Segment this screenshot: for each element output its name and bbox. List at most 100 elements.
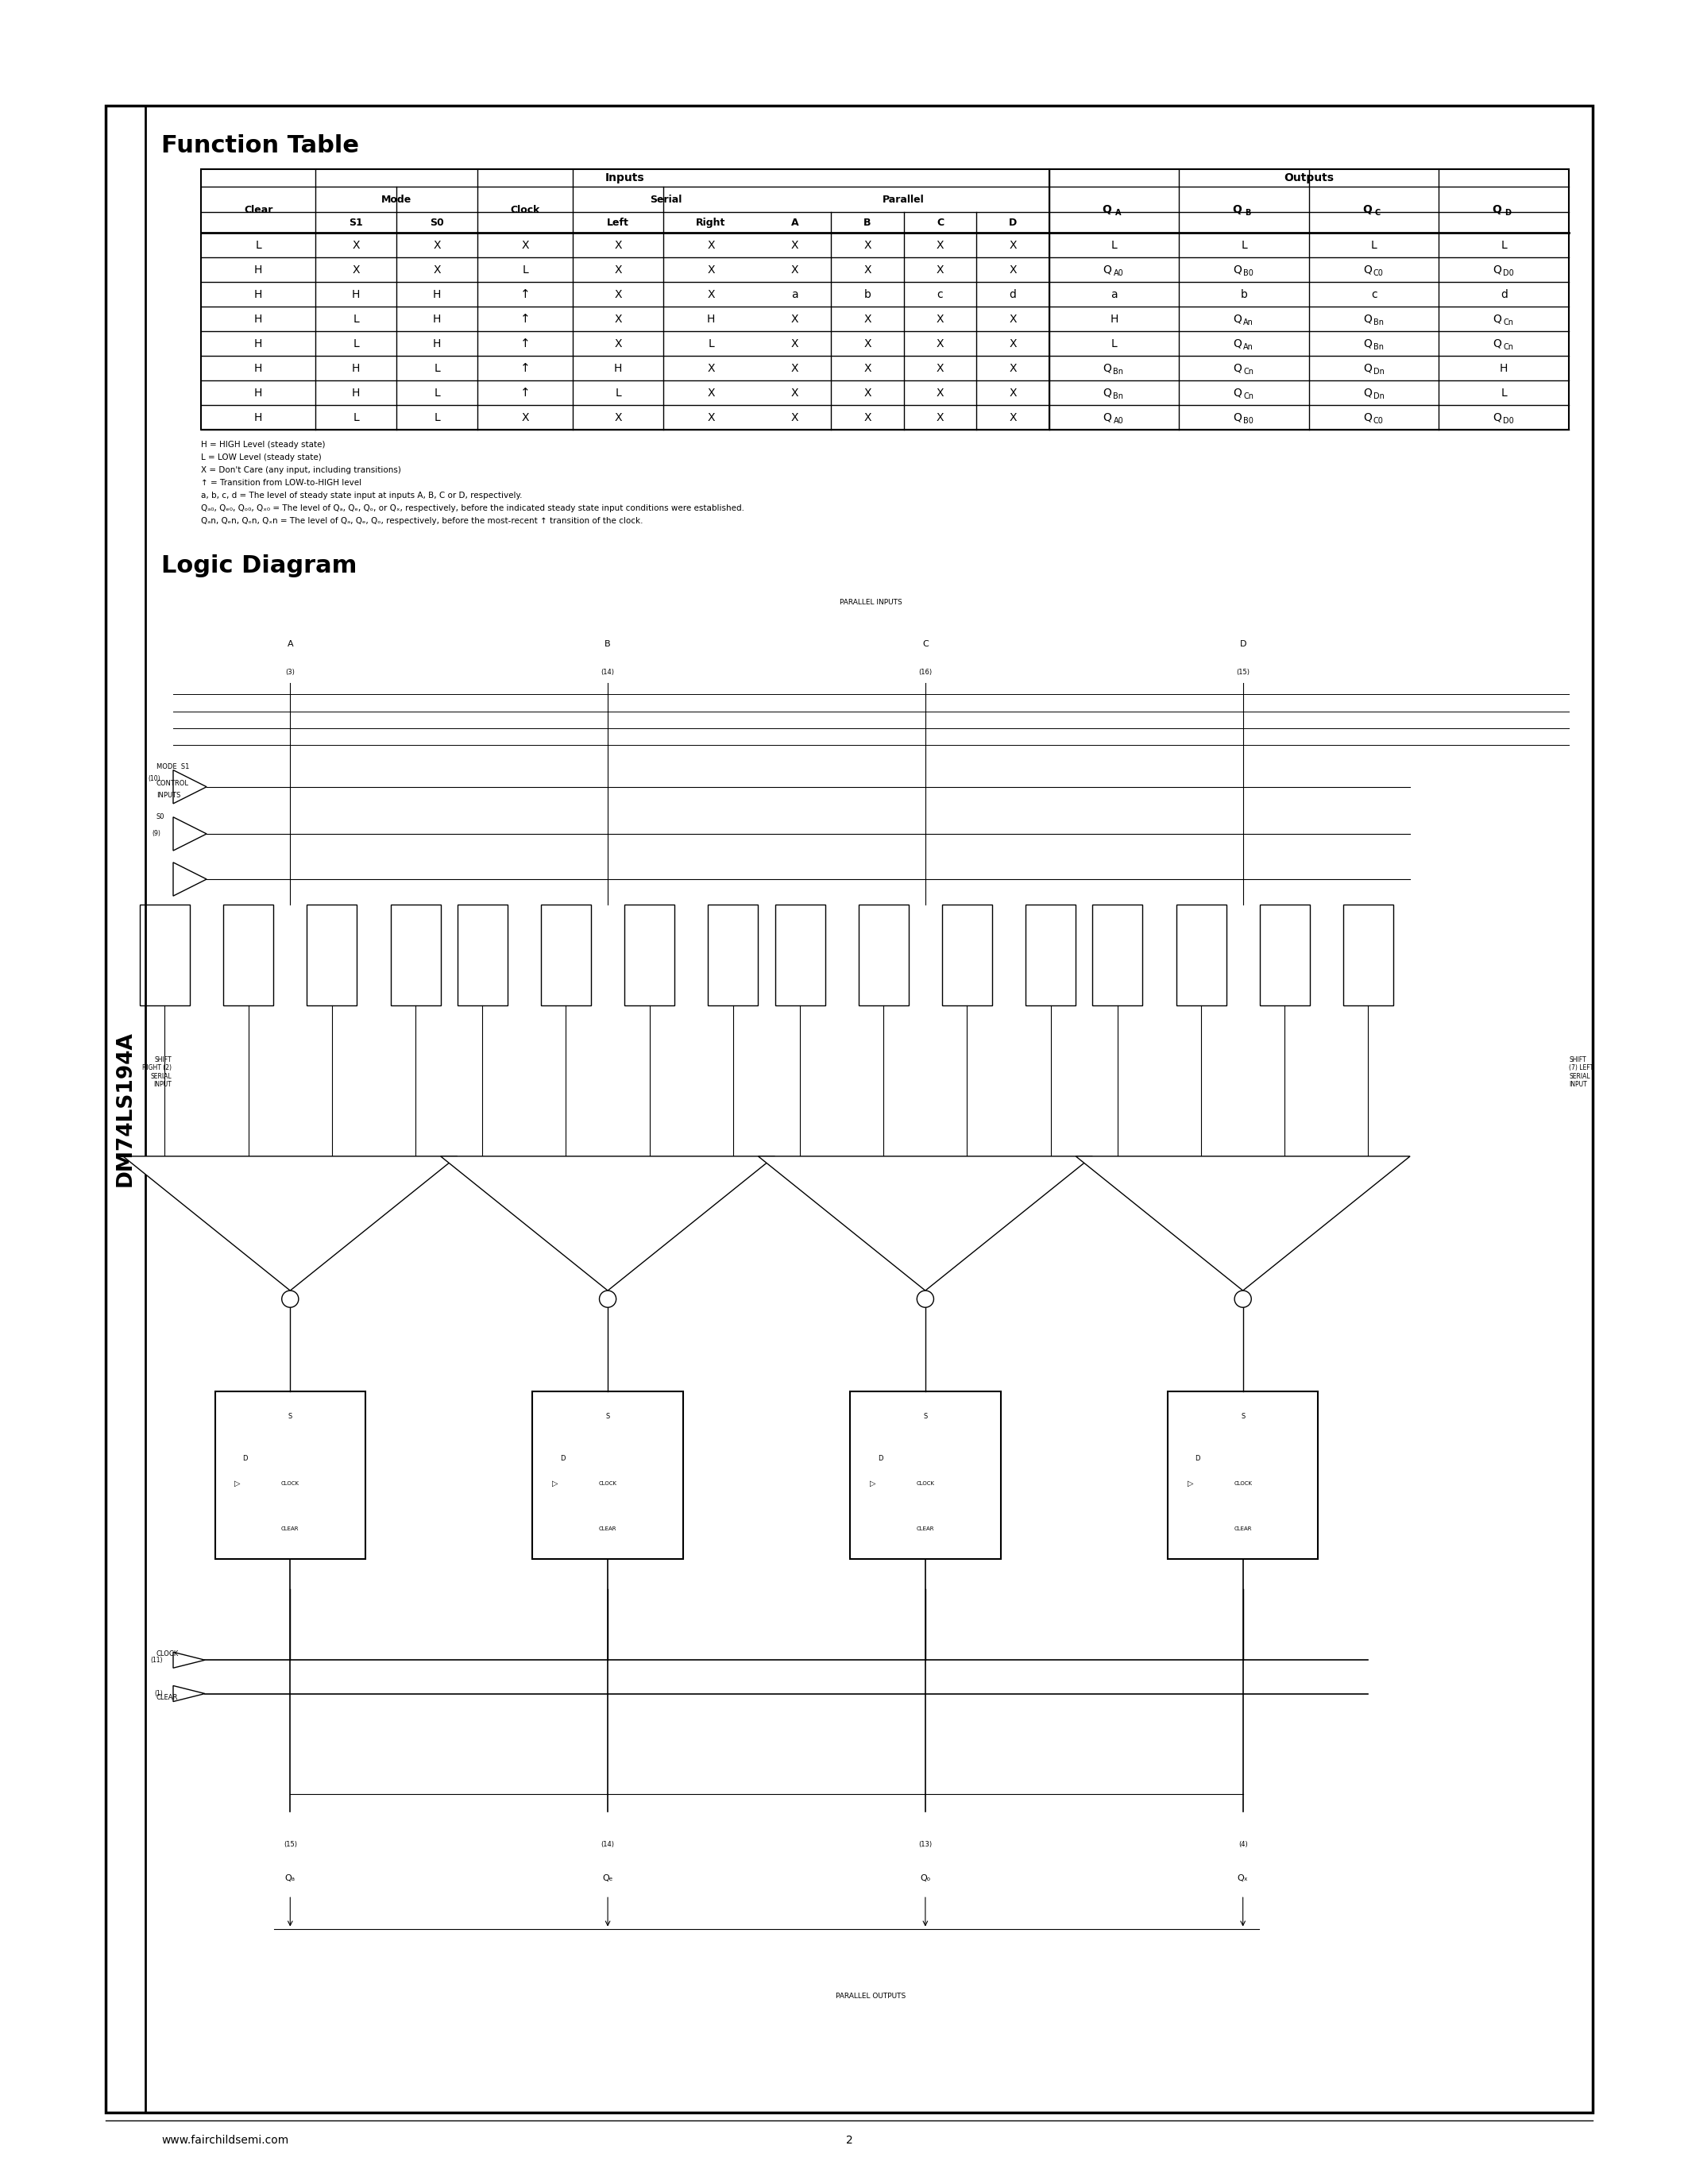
Text: An: An [1242,343,1254,352]
Text: H = HIGH Level (steady state): H = HIGH Level (steady state) [201,441,326,448]
Text: Q: Q [1232,264,1242,275]
Text: H: H [434,339,441,349]
Text: L: L [522,264,528,275]
Text: Bn: Bn [1372,343,1384,352]
Text: ▷: ▷ [1187,1481,1193,1487]
Text: X: X [707,240,714,251]
Text: Qₒ: Qₒ [920,1874,930,1883]
Text: L: L [434,413,441,424]
Text: B: B [604,640,611,649]
Text: Dn: Dn [1372,391,1384,400]
Text: Q: Q [1232,363,1242,373]
Text: X: X [937,387,944,397]
Text: S0: S0 [430,216,444,227]
Text: ▷: ▷ [869,1481,876,1487]
Text: Bn: Bn [1114,391,1124,400]
Text: X: X [707,264,714,275]
Text: H: H [707,312,716,325]
Text: D: D [1195,1455,1200,1461]
Bar [942,904,993,1005]
Bar [775,904,825,1005]
Text: X: X [707,387,714,397]
Text: d: d [1501,288,1507,299]
Text: Q: Q [1492,203,1502,216]
Text: X: X [792,312,798,325]
Text: X: X [1009,387,1016,397]
Text: S: S [606,1413,609,1420]
Text: Logic Diagram: Logic Diagram [162,555,356,577]
Bar [390,904,441,1005]
Text: A0: A0 [1114,417,1124,424]
Text: L: L [1111,339,1117,349]
Text: ↑: ↑ [520,312,530,325]
Text: X: X [614,264,621,275]
Bar [625,904,675,1005]
Text: S0: S0 [157,812,165,821]
Bar [1168,1391,1318,1559]
Text: X: X [937,264,944,275]
Text: X: X [937,312,944,325]
Text: Q: Q [1362,312,1372,325]
Text: CLOCK: CLOCK [280,1481,299,1485]
Text: X: X [353,264,360,275]
Text: ↑: ↑ [520,288,530,299]
Text: L: L [353,339,360,349]
Text: A0: A0 [1114,269,1124,277]
Text: (11): (11) [150,1655,164,1664]
Text: www.fairchildsemi.com: www.fairchildsemi.com [162,2134,289,2147]
Text: H: H [255,387,262,397]
Text: Q: Q [1102,203,1112,216]
Text: X: X [614,312,621,325]
Text: Q: Q [1362,387,1372,397]
Text: X: X [864,240,871,251]
Text: X: X [614,413,621,424]
Text: Qₐ: Qₐ [285,1874,295,1883]
Text: H: H [434,312,441,325]
Text: Q: Q [1362,264,1372,275]
Text: L: L [1501,387,1507,397]
Text: Clear: Clear [243,205,273,214]
Text: L: L [614,387,621,397]
Text: Left: Left [608,216,630,227]
Text: ↑: ↑ [520,339,530,349]
Text: X: X [864,264,871,275]
Text: b: b [1241,288,1247,299]
Text: D: D [560,1455,565,1461]
Text: Q: Q [1232,312,1242,325]
Text: X: X [614,339,621,349]
Text: L = LOW Level (steady state): L = LOW Level (steady state) [201,454,321,461]
Text: ↑: ↑ [520,363,530,373]
Text: (15): (15) [284,1841,297,1848]
Text: X: X [707,363,714,373]
Text: Q: Q [1102,387,1112,397]
Bar [106,105,1593,2112]
Bar [140,904,189,1005]
Text: Function Table: Function Table [162,133,360,157]
Circle shape [599,1291,616,1308]
Text: Mode: Mode [381,194,412,205]
Text: Q: Q [1102,264,1112,275]
Text: D0: D0 [1502,269,1514,277]
Text: L: L [353,312,360,325]
Text: X: X [864,363,871,373]
Text: C: C [937,216,944,227]
Text: Q: Q [1362,203,1372,216]
Text: Bn: Bn [1372,319,1384,325]
Bar [851,1391,1001,1559]
Text: S1: S1 [349,216,363,227]
Text: X: X [1009,264,1016,275]
Bar [540,904,591,1005]
Bar [1177,904,1225,1005]
Text: X: X [792,240,798,251]
Text: ↑: ↑ [520,387,530,400]
Bar [1092,904,1143,1005]
Text: Clock: Clock [510,205,540,214]
Text: X: X [792,264,798,275]
Text: X: X [353,240,360,251]
Text: B: B [864,216,871,227]
Text: ▷: ▷ [235,1481,240,1487]
Text: H: H [351,288,360,299]
Text: Cn: Cn [1242,391,1254,400]
Text: H: H [1111,312,1117,325]
Text: D: D [1504,210,1511,216]
